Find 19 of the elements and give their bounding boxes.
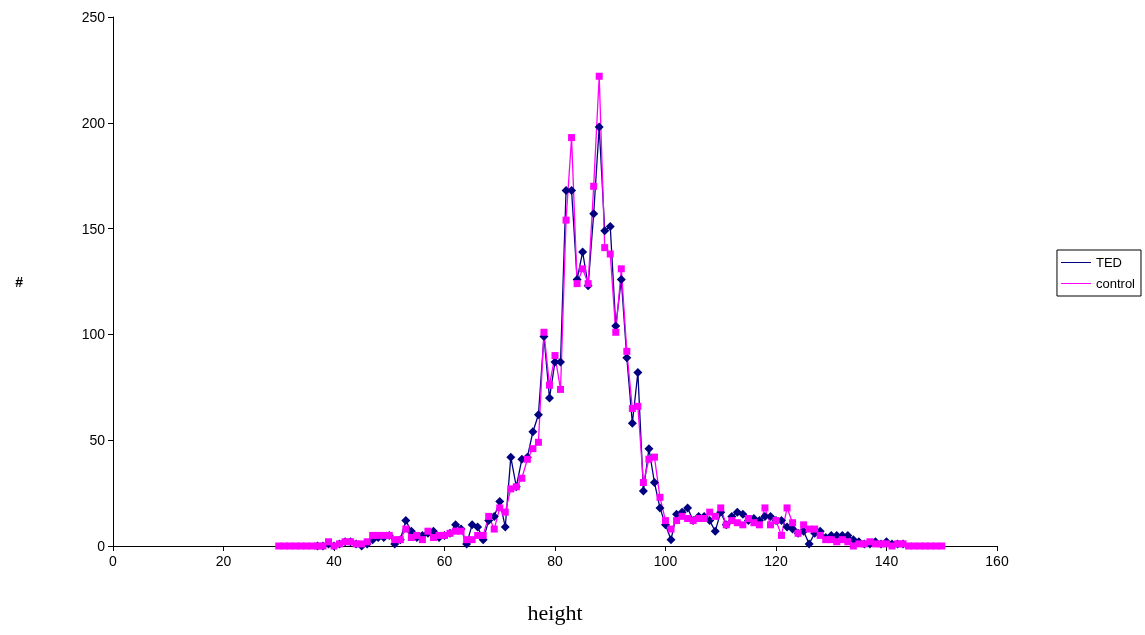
y-tick-label: 50: [89, 432, 106, 449]
x-tick-label: 80: [547, 553, 563, 569]
x-tick-label: 0: [109, 553, 118, 569]
x-tick-label: 140: [874, 553, 899, 569]
x-axis-title: height: [527, 599, 583, 625]
y-tick-label: 100: [81, 326, 106, 343]
legend-label: control: [1095, 276, 1136, 291]
x-tick-label: 20: [215, 553, 232, 569]
x-tick-label: 40: [326, 553, 342, 569]
x-tick-label: 120: [764, 553, 788, 569]
x-tick-label: 100: [653, 553, 678, 569]
y-axis-title: #: [15, 273, 24, 290]
legend-label: TED: [1095, 255, 1122, 270]
x-tick-label: 60: [436, 553, 453, 569]
y-tick-label: 0: [97, 538, 106, 554]
y-tick-label: 150: [81, 220, 106, 237]
y-tick-label: 250: [81, 9, 106, 25]
y-tick-label: 200: [81, 114, 106, 131]
x-tick-label: 160: [985, 553, 1009, 569]
